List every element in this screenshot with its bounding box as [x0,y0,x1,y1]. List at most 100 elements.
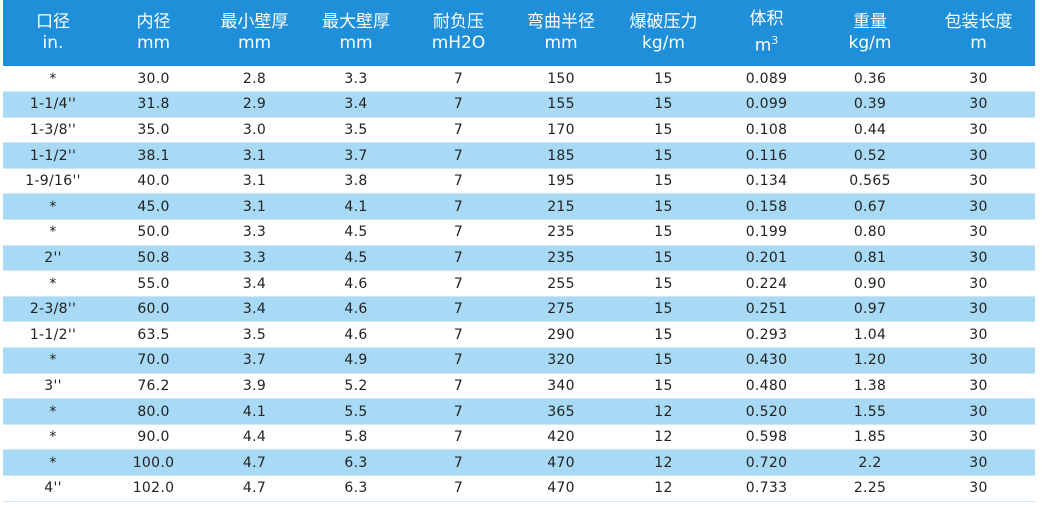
table-cell: 40.0 [103,168,204,195]
table-cell: 0.089 [715,66,818,93]
column-header-unit: mm [510,33,612,54]
column-header: 最大壁厚 mm [305,0,407,66]
table-cell: 30 [922,347,1035,374]
table-cell: 4.5 [305,219,407,246]
table-cell: 15 [612,296,715,323]
table-cell: 7 [407,424,510,451]
table-cell: 340 [510,373,612,400]
table-cell: 4.7 [204,475,305,502]
table-cell: 235 [510,219,612,246]
unit-text: m [754,35,772,56]
table-cell: 102.0 [103,475,204,502]
table-cell: 0.199 [715,219,818,246]
column-header-unit: mm [204,33,305,54]
table-cell: 6.3 [305,475,407,502]
table-cell: 1-9/16'' [3,168,103,195]
table-cell: 30 [922,245,1035,272]
table-cell: 15 [612,66,715,93]
table-cell: 0.67 [818,193,922,221]
table-cell: 2-3/8'' [3,296,103,323]
table-cell: 4.6 [305,296,407,323]
table-cell: 30 [922,91,1035,118]
table-cell: 100.0 [103,449,204,476]
table-cell: 1.04 [818,321,922,349]
column-header-title: 最大壁厚 [322,12,390,32]
table-cell: 195 [510,168,612,195]
table-row: * 50.0 3.3 4.5 7 235 15 0.199 0.80 30 [3,219,1035,246]
table-cell: 1-1/2'' [3,142,103,169]
table-cell: 45.0 [103,193,204,221]
table-cell: 30 [922,117,1035,144]
table-cell: * [3,398,103,425]
table-cell: 0.52 [818,142,922,169]
table-cell: 2.8 [204,66,305,93]
table-header: 口径 in. 内径 mm 最小壁厚 mm 最大壁厚 mm 耐负压 mH2O 弯曲半径 mm 爆破压力 kg… [3,0,1035,66]
table-cell: 76.2 [103,373,204,400]
table-cell: 3.3 [204,245,305,272]
table-cell: 30 [922,373,1035,400]
table-cell: 0.158 [715,193,818,221]
column-header-unit: m [922,33,1035,54]
table-cell: 3.9 [204,373,305,400]
table-cell: 7 [407,219,510,246]
table-cell: 7 [407,91,510,118]
column-header-title: 体积 [749,9,784,30]
table-cell: 7 [407,193,510,221]
table-cell: 30 [922,424,1035,451]
table-cell: * [3,193,103,221]
table-cell: 4'' [3,475,103,502]
unit-text: mm [544,33,578,53]
header-row: 口径 in. 内径 mm 最小壁厚 mm 最大壁厚 mm 耐负压 mH2O 弯曲半径 mm 爆破压力 kg… [3,0,1035,66]
table-cell: 3.1 [204,193,305,221]
table-cell: 31.8 [103,91,204,118]
column-header-title: 最小壁厚 [220,12,289,32]
table-cell: 150 [510,66,612,93]
unit-text: in. [42,33,64,53]
table-cell: 255 [510,270,612,297]
table-cell: 80.0 [103,398,204,425]
table-cell: 30.0 [103,66,204,93]
table-cell: 1-3/8'' [3,117,103,144]
table-row: 3'' 76.2 3.9 5.2 7 340 15 0.480 1.38 30 [3,373,1035,400]
table-cell: 30 [922,219,1035,246]
table-cell: 3.4 [204,296,305,323]
table-row: * 70.0 3.7 4.9 7 320 15 0.430 1.20 30 [3,347,1035,374]
table-cell: 15 [612,193,715,221]
table-cell: 15 [612,142,715,169]
table-cell: 0.598 [715,424,818,451]
table-row: 1-1/4'' 31.8 2.9 3.4 7 155 15 0.099 0.39 30 [3,91,1035,118]
table-cell: 30 [922,398,1035,425]
table-cell: 3.8 [305,168,407,195]
table-cell: 5.8 [305,424,407,451]
table-cell: 0.520 [715,398,818,425]
table-cell: 7 [407,321,510,349]
column-header-unit: m3 [715,30,818,57]
table-cell: 50.8 [103,245,204,272]
table-cell: 0.97 [818,296,922,323]
table-cell: 0.108 [715,117,818,144]
table-row: 1-3/8'' 35.0 3.0 3.5 7 170 15 0.108 0.44 30 [3,117,1035,144]
column-header: 最小壁厚 mm [204,0,305,66]
table-cell: 6.3 [305,449,407,476]
column-header-unit: mm [305,33,407,54]
column-header: 体积 m3 [715,0,818,66]
table-cell: 3.0 [204,117,305,144]
table-cell: * [3,424,103,451]
table-cell: 7 [407,270,510,297]
column-header: 内径 mm [103,0,204,66]
table-cell: 3.4 [204,270,305,297]
table-cell: 155 [510,91,612,118]
table-cell: 4.5 [305,245,407,272]
table-cell: 7 [407,296,510,323]
table-cell: 7 [407,245,510,272]
table-cell: 0.116 [715,142,818,169]
table-cell: 3.5 [204,321,305,349]
table-cell: 3.3 [204,219,305,246]
column-header: 爆破压力 kg/m [612,0,715,66]
table-cell: 1.38 [818,373,922,400]
table-cell: 30 [922,296,1035,323]
column-header-title: 内径 [136,12,171,32]
table-cell: 0.44 [818,117,922,144]
table-cell: 3'' [3,373,103,400]
table-row: 4'' 102.0 4.7 6.3 7 470 12 0.733 2.25 30 [3,475,1035,502]
